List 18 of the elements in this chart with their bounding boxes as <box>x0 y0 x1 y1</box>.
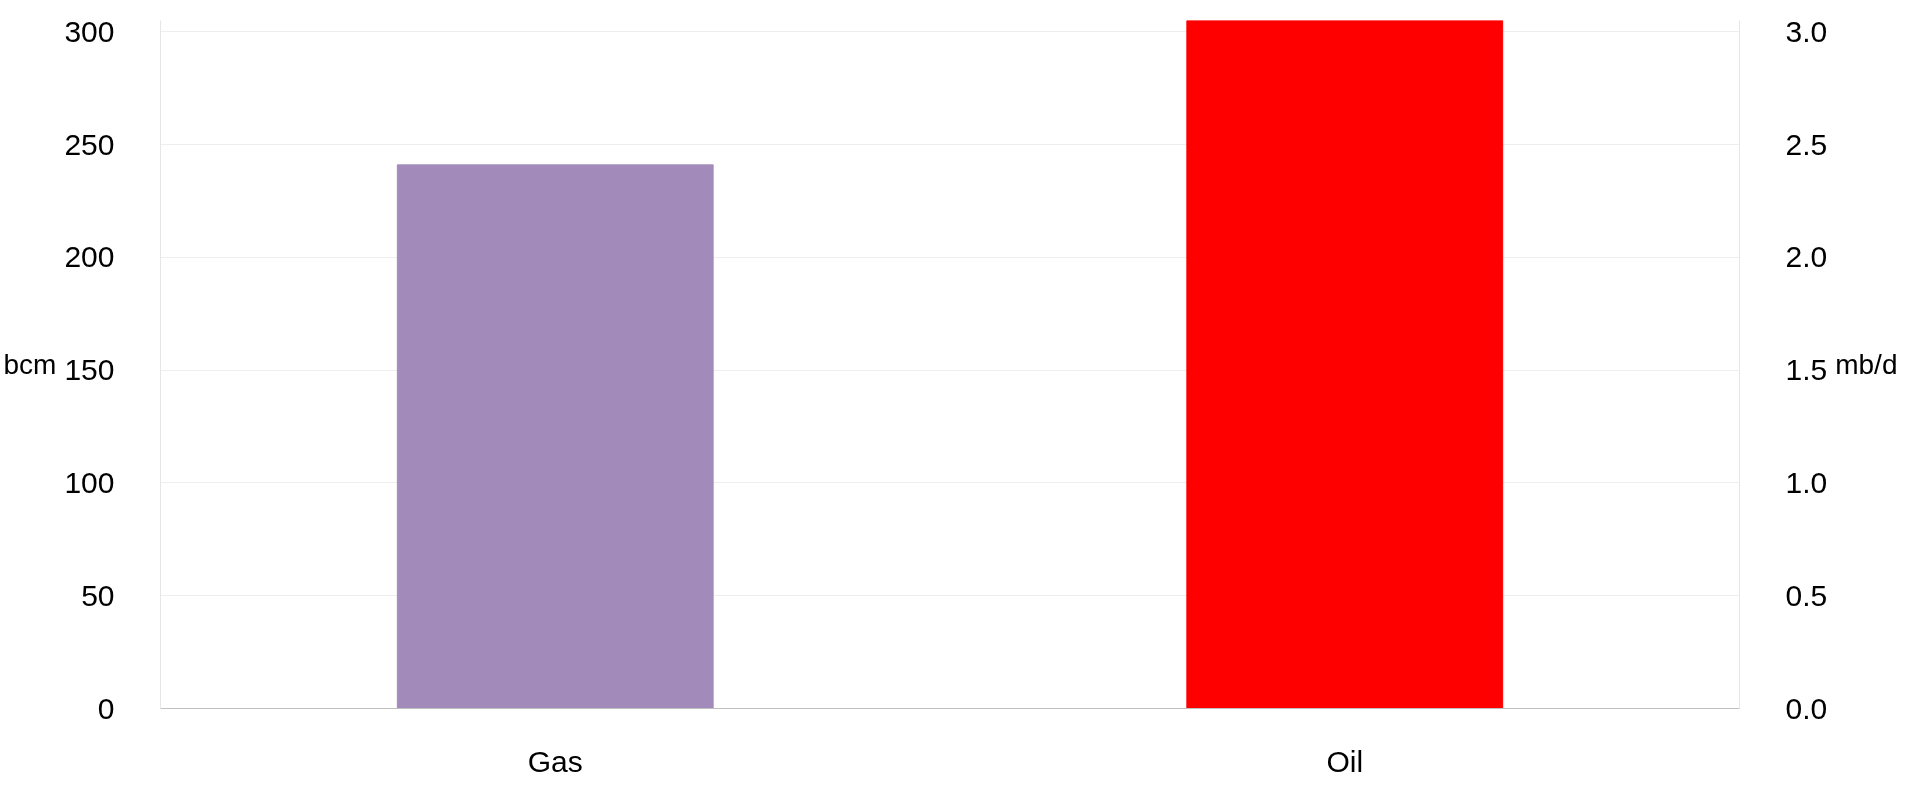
y2-tick-label: 3.0 <box>1785 14 1828 48</box>
y2-tick-label: 1.0 <box>1785 465 1828 499</box>
y-tick-label: 150 <box>64 353 115 387</box>
y-tick-label: 0 <box>97 691 115 725</box>
x-tick-label: Gas <box>527 744 583 778</box>
y-tick-label: 250 <box>64 127 115 161</box>
y2-tick-label: 0.0 <box>1785 691 1828 725</box>
x-tick-label: Oil <box>1326 744 1364 778</box>
y-tick-label: 50 <box>81 578 115 612</box>
y-tick-label: 200 <box>64 240 115 274</box>
y-tick-label: 300 <box>64 14 115 48</box>
y2-tick-label: 2.0 <box>1785 240 1828 274</box>
y2-axis-title: mb/d <box>1835 349 1898 380</box>
y-tick-label: 100 <box>64 465 115 499</box>
y-axis-title: bcm <box>3 349 57 380</box>
y2-tick-label: 2.5 <box>1785 127 1828 161</box>
y2-tick-label: 0.5 <box>1785 578 1828 612</box>
y2-tick-label: 1.5 <box>1785 353 1828 387</box>
